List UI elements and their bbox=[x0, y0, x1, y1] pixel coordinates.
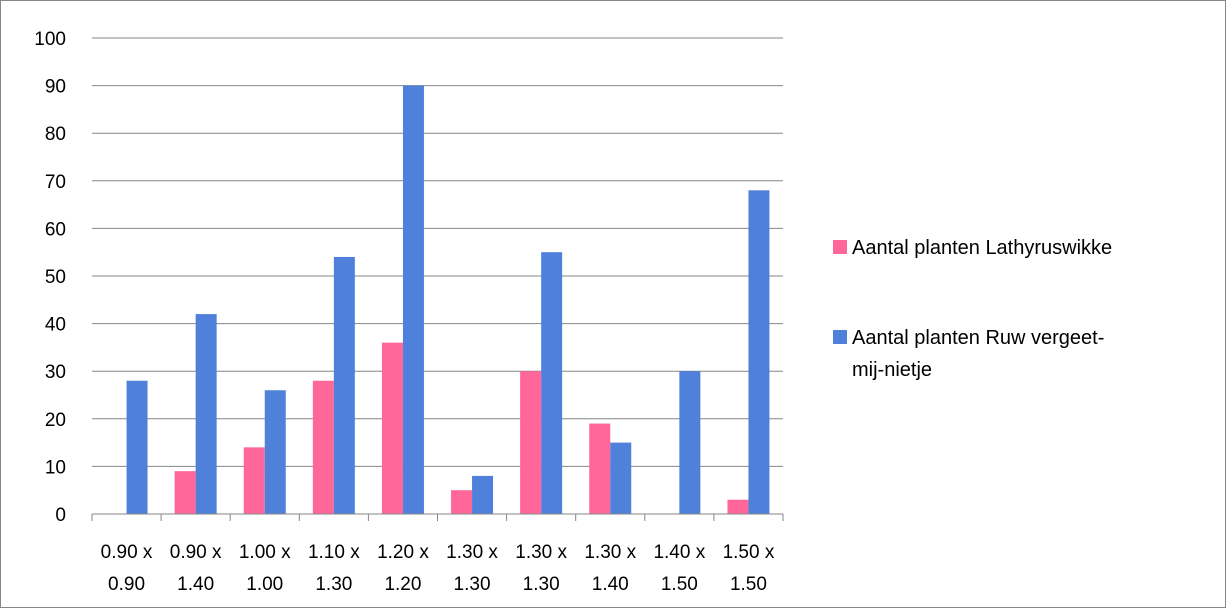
bar-ruw-vergeet-mij-nietje bbox=[333, 256, 355, 514]
x-tick-label: 1.20 x bbox=[377, 542, 429, 563]
y-tick-label: 20 bbox=[45, 410, 66, 431]
x-tick-label: 1.30 bbox=[454, 574, 491, 595]
bar-ruw-vergeet-mij-nietje bbox=[541, 252, 563, 514]
y-axis-tick-labels: 0 10 20 30 40 50 60 70 80 90 100 bbox=[34, 29, 66, 526]
x-axis-tick-labels: 0.90 x 0.90 0.90 x 1.40 1.00 x 1.00 1.10 x 1.30… bbox=[101, 542, 775, 595]
bar-ruw-vergeet-mij-nietje bbox=[402, 85, 424, 514]
legend-label: mij-nietje bbox=[852, 359, 932, 381]
y-tick-label: 60 bbox=[45, 219, 66, 240]
bar-lathyruswikke bbox=[312, 380, 334, 514]
x-tick-label: 0.90 x bbox=[101, 542, 153, 563]
y-tick-label: 0 bbox=[55, 505, 66, 526]
bar-ruw-vergeet-mij-nietje bbox=[195, 314, 217, 514]
x-tick-label: 1.20 bbox=[384, 574, 421, 595]
bar-lathyruswikke bbox=[589, 423, 611, 514]
x-tick-label: 1.40 bbox=[592, 574, 629, 595]
legend-swatch bbox=[833, 330, 847, 344]
bar-lathyruswikke bbox=[243, 447, 265, 514]
bar-ruw-vergeet-mij-nietje bbox=[610, 442, 632, 514]
y-tick-label: 70 bbox=[45, 172, 66, 193]
bars bbox=[126, 85, 770, 514]
y-tick-label: 50 bbox=[45, 267, 66, 288]
bar-lathyruswikke bbox=[174, 471, 196, 514]
bar-ruw-vergeet-mij-nietje bbox=[748, 190, 770, 514]
x-tick-label: 1.50 x bbox=[723, 542, 775, 563]
x-tick-label: 1.40 x bbox=[653, 542, 705, 563]
y-tick-label: 90 bbox=[45, 77, 66, 98]
legend: Aantal planten Lathyruswikke Aantal plant… bbox=[833, 237, 1112, 381]
bar-lathyruswikke bbox=[520, 371, 542, 514]
x-tick-label: 1.30 x bbox=[584, 542, 636, 563]
y-tick-label: 100 bbox=[34, 29, 66, 50]
x-tick-label: 1.00 x bbox=[239, 542, 291, 563]
legend-swatch bbox=[833, 240, 847, 254]
bar-ruw-vergeet-mij-nietje bbox=[126, 380, 148, 514]
x-tick-label: 1.30 bbox=[523, 574, 560, 595]
x-tick-label: 1.30 x bbox=[446, 542, 498, 563]
y-tick-label: 10 bbox=[45, 457, 66, 478]
x-tick-label: 1.50 bbox=[730, 574, 767, 595]
x-tick-label: 0.90 bbox=[108, 574, 145, 595]
bar-ruw-vergeet-mij-nietje bbox=[679, 371, 701, 514]
legend-label: Aantal planten Lathyruswikke bbox=[852, 237, 1112, 259]
x-tick-label: 0.90 x bbox=[170, 542, 222, 563]
x-tick-label: 1.30 bbox=[315, 574, 352, 595]
x-tick-label: 1.10 x bbox=[308, 542, 360, 563]
bar-lathyruswikke bbox=[727, 499, 749, 514]
y-tick-label: 30 bbox=[45, 362, 66, 383]
x-axis bbox=[91, 513, 784, 521]
legend-label: Aantal planten Ruw vergeet- bbox=[852, 327, 1104, 349]
bar-ruw-vergeet-mij-nietje bbox=[264, 390, 286, 514]
bar-ruw-vergeet-mij-nietje bbox=[472, 475, 494, 514]
x-tick-label: 1.50 bbox=[661, 574, 698, 595]
y-tick-label: 80 bbox=[45, 124, 66, 145]
bar-lathyruswikke bbox=[451, 490, 473, 514]
x-tick-label: 1.30 x bbox=[515, 542, 567, 563]
x-tick-label: 1.40 bbox=[177, 574, 214, 595]
y-tick-label: 40 bbox=[45, 315, 66, 336]
x-tick-label: 1.00 bbox=[246, 574, 283, 595]
bar-lathyruswikke bbox=[381, 342, 403, 514]
